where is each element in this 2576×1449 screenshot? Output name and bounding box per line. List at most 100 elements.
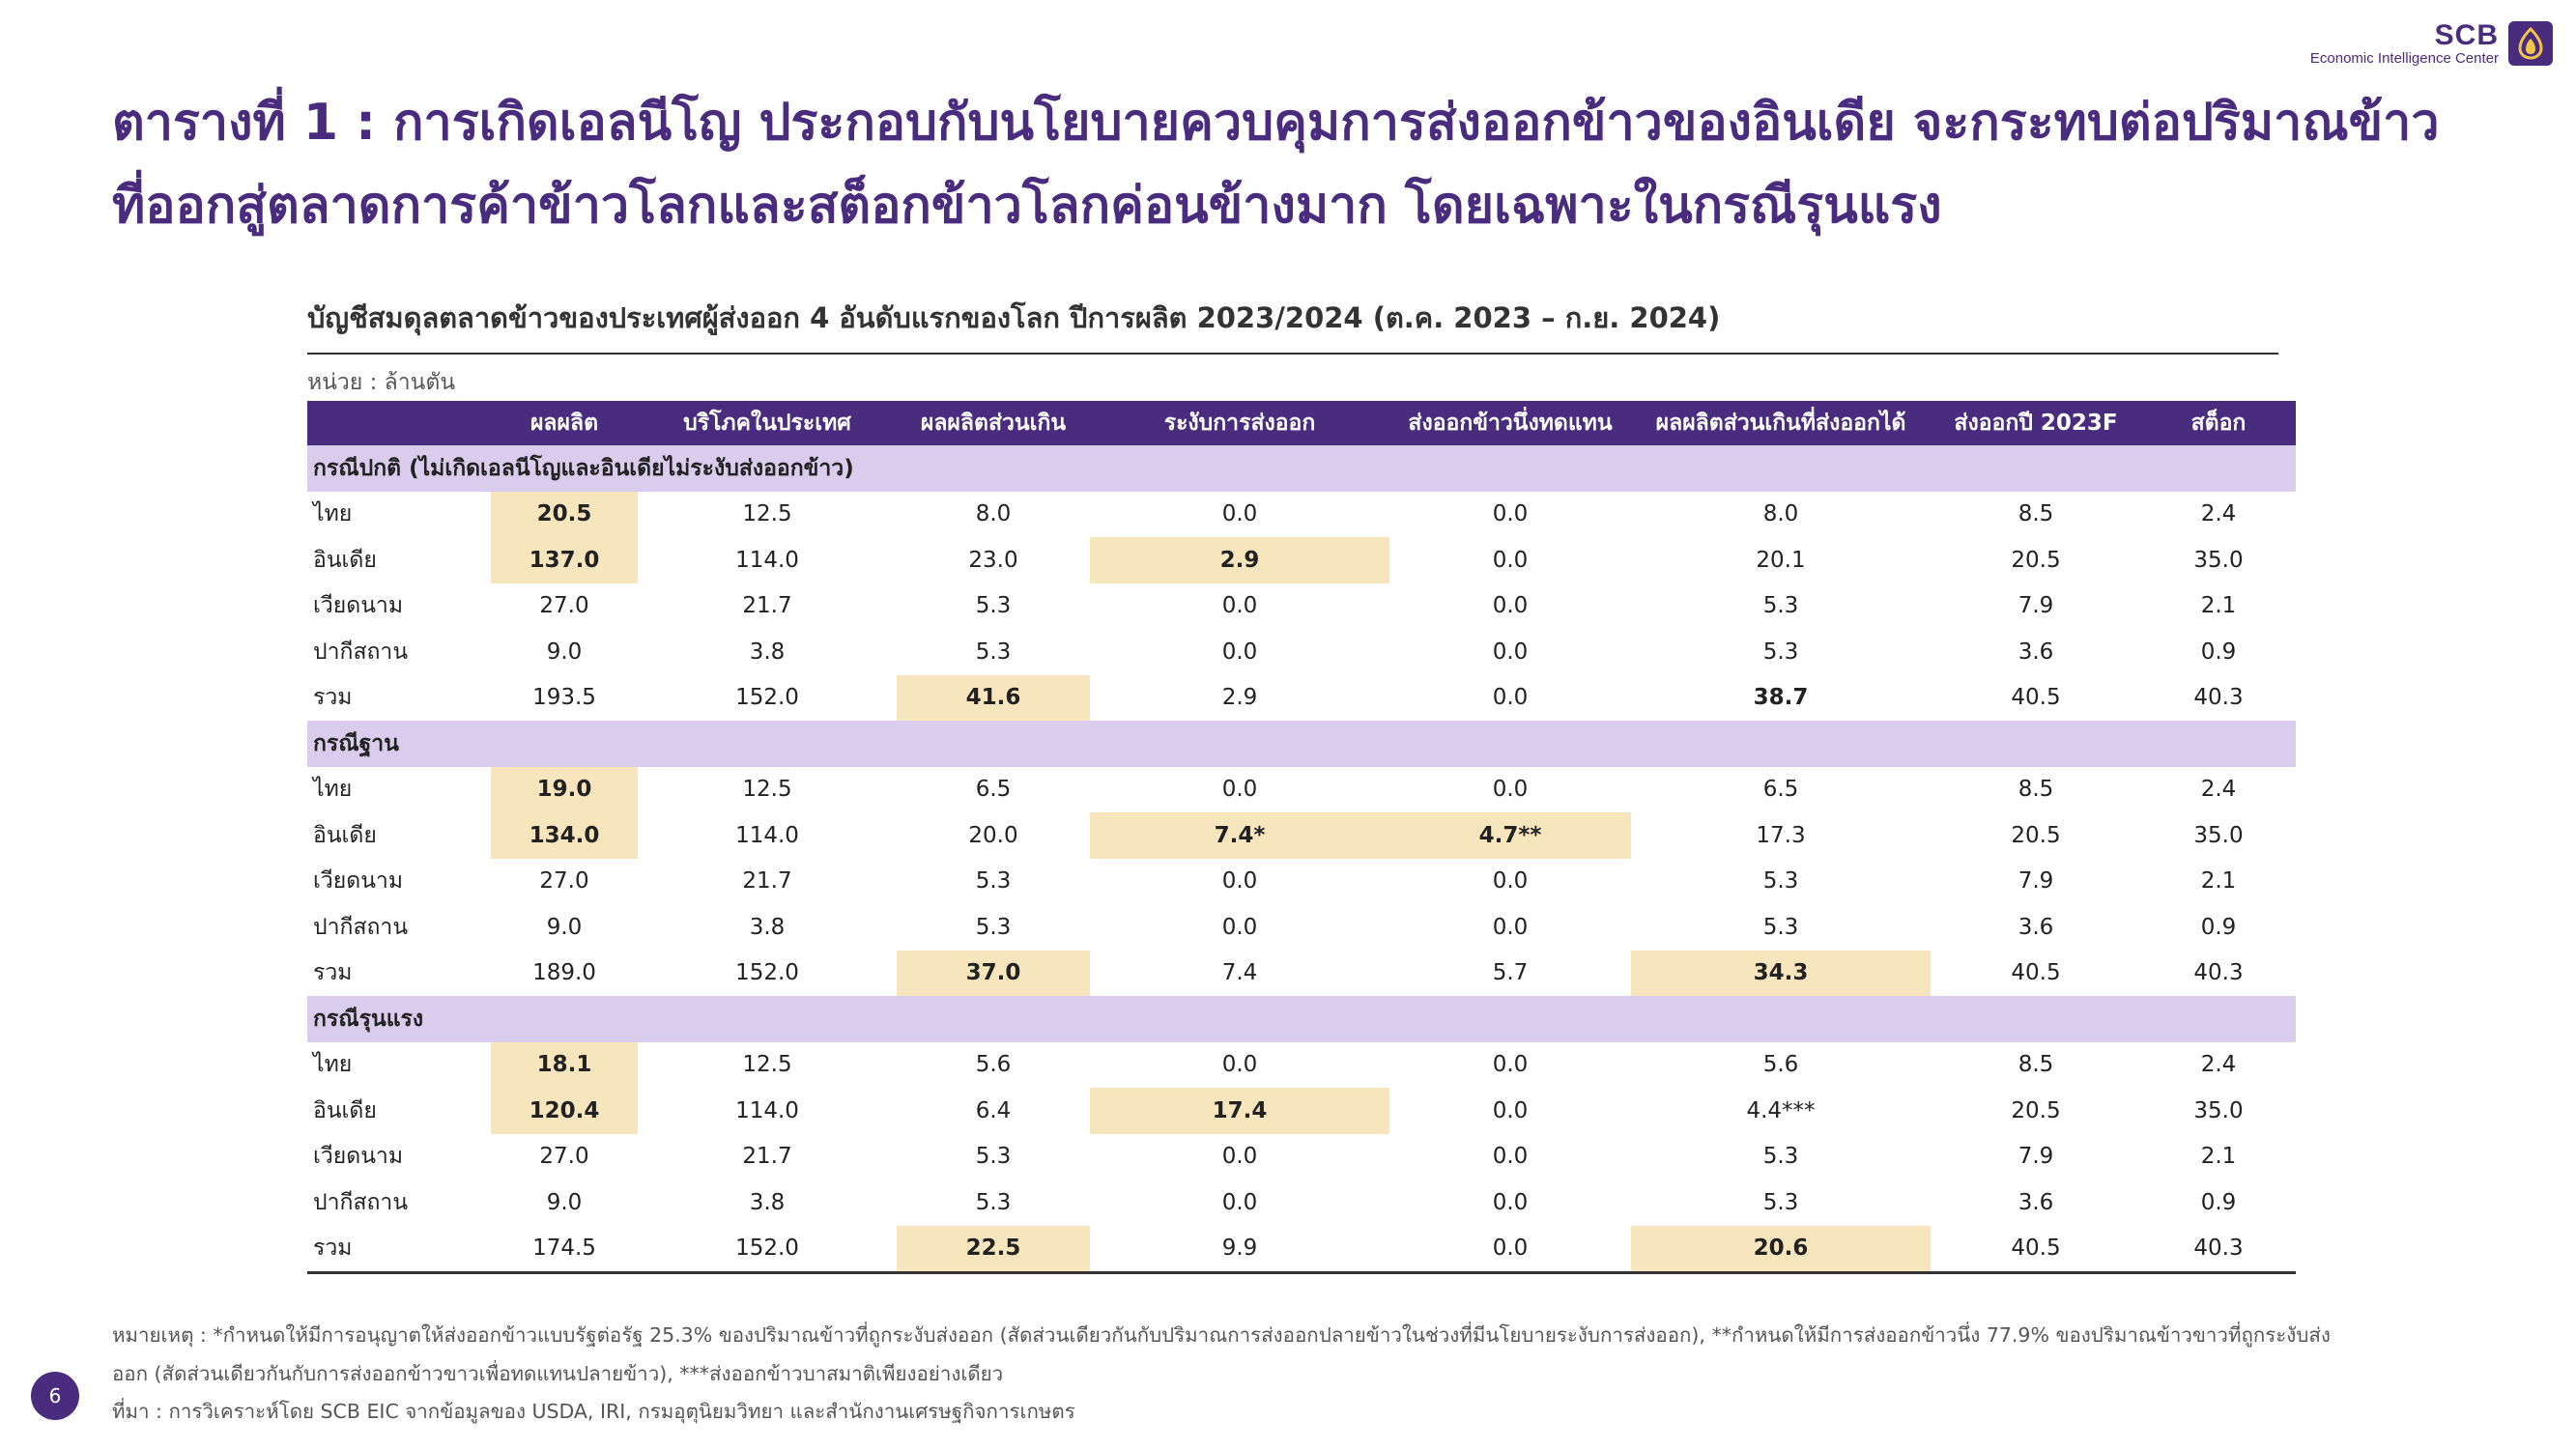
country-cell: เวียดนาม (313, 868, 403, 895)
value-cell: 35.0 (2193, 1097, 2244, 1123)
value-cell: 20.0 (968, 822, 1018, 848)
value-cell: 7.9 (2018, 868, 2054, 895)
rice-balance-table: ผลผลิต บริโภคในประเทศ ผลผลิตส่วนเกิน ระงับก… (307, 401, 2296, 1274)
value-cell: 37.0 (897, 950, 1090, 996)
table-caption: บัญชีสมดุลตลาดข้าวของประเทศผู้ส่งออก 4 อ… (307, 301, 1721, 334)
table-header-row: ผลผลิต บริโภคในประเทศ ผลผลิตส่วนเกิน ระงับก… (307, 401, 2296, 445)
value-cell: 6.5 (975, 777, 1012, 803)
value-cell: 3.6 (2018, 639, 2054, 665)
logo-brand: SCB (2434, 19, 2499, 51)
value-cell: 2.4 (2200, 777, 2237, 803)
country-cell: ไทย (313, 777, 353, 803)
value-cell: 5.3 (975, 1144, 1012, 1170)
table-row: ไทย 18.1 12.5 5.6 0.0 0.0 5.6 8.5 2.4 (307, 1041, 2296, 1088)
value-cell: 23.0 (968, 547, 1018, 573)
value-cell: 27.0 (539, 868, 589, 895)
value-cell: 8.0 (1762, 501, 1799, 527)
value-cell: 8.5 (2018, 777, 2054, 803)
value-cell: 35.0 (2193, 547, 2244, 573)
value-cell: 0.0 (1492, 777, 1529, 803)
country-cell: ปากีสถาน (313, 914, 409, 940)
column-header: ส่งออกปี 2023F (1931, 401, 2141, 445)
value-cell: 0.0 (1492, 914, 1529, 940)
country-cell: อินเดีย (313, 822, 377, 848)
value-cell: 0.0 (1492, 1097, 1529, 1123)
value-cell: 20.5 (491, 491, 638, 537)
value-cell: 0.0 (1492, 547, 1529, 573)
value-cell: 27.0 (539, 1144, 589, 1170)
value-cell: 35.0 (2193, 822, 2244, 848)
value-cell: 0.0 (1492, 501, 1529, 527)
table-row: ปากีสถาน 9.0 3.8 5.3 0.0 0.0 5.3 3.6 0.9 (307, 1179, 2296, 1226)
value-cell: 7.9 (2018, 593, 2054, 619)
value-cell: 152.0 (735, 685, 799, 711)
value-cell: 6.4 (975, 1097, 1012, 1123)
section-title: กรณีรุนแรง (307, 996, 2296, 1042)
value-cell: 9.0 (546, 914, 583, 940)
value-cell: 40.3 (2141, 1225, 2296, 1274)
value-cell: 12.5 (742, 1052, 792, 1078)
value-cell: 5.3 (1762, 639, 1799, 665)
page-title: ตารางที่ 1 : การเกิดเอลนีโญ ประกอบกับนโย… (112, 94, 2440, 235)
table-row: รวม 193.5 152.0 41.6 2.9 0.0 38.7 40.5 40.3 (307, 674, 2296, 721)
value-cell: 193.5 (532, 685, 596, 711)
value-cell: 3.8 (749, 914, 786, 940)
section-row: กรณีฐาน (307, 721, 2296, 767)
value-cell: 21.7 (742, 1144, 792, 1170)
value-cell: 5.3 (975, 1189, 1012, 1215)
value-cell: 3.8 (749, 1189, 786, 1215)
value-cell: 5.3 (1762, 1144, 1799, 1170)
table-row: อินเดีย 120.4 114.0 6.4 17.4 0.0 4.4*** 20.5 35.… (307, 1088, 2296, 1134)
page-number-badge: 6 (31, 1372, 79, 1420)
value-cell: 3.6 (2018, 914, 2054, 940)
value-cell: 2.9 (1221, 685, 1258, 711)
value-cell: 0.0 (1221, 501, 1258, 527)
value-cell: 0.0 (1221, 1144, 1258, 1170)
table-row: ไทย 20.5 12.5 8.0 0.0 0.0 8.0 8.5 2.4 (307, 491, 2296, 537)
value-cell: 5.3 (975, 639, 1012, 665)
table-row: เวียดนาม 27.0 21.7 5.3 0.0 0.0 5.3 7.9 2.1 (307, 583, 2296, 630)
value-cell: 0.0 (1492, 639, 1529, 665)
value-cell: 5.7 (1492, 960, 1529, 986)
column-header: ระงับการส่งออก (1090, 401, 1389, 445)
value-cell: 7.4* (1090, 812, 1389, 859)
table-row: ปากีสถาน 9.0 3.8 5.3 0.0 0.0 5.3 3.6 0.9 (307, 904, 2296, 951)
country-cell: รวม (307, 1225, 491, 1274)
table-row: ปากีสถาน 9.0 3.8 5.3 0.0 0.0 5.3 3.6 0.9 (307, 629, 2296, 675)
value-cell: 0.0 (1221, 639, 1258, 665)
value-cell: 9.0 (546, 639, 583, 665)
value-cell: 40.3 (2193, 685, 2244, 711)
value-cell: 21.7 (742, 593, 792, 619)
value-cell: 137.0 (491, 537, 638, 583)
value-cell: 20.5 (2011, 547, 2061, 573)
value-cell: 5.3 (1762, 593, 1799, 619)
value-cell: 20.5 (2011, 1097, 2061, 1123)
country-cell: อินเดีย (313, 547, 377, 573)
value-cell: 0.9 (2200, 639, 2237, 665)
country-cell: เวียดนาม (313, 1144, 403, 1170)
value-cell: 174.5 (491, 1225, 638, 1274)
scb-eic-logo: SCB Economic Intelligence Center (2310, 21, 2553, 68)
value-cell: 114.0 (735, 547, 799, 573)
value-cell: 4.4*** (1746, 1097, 1816, 1123)
value-cell: 0.9 (2200, 914, 2237, 940)
value-cell: 120.4 (491, 1088, 638, 1134)
column-header (307, 401, 491, 445)
value-cell: 7.4 (1221, 960, 1258, 986)
value-cell: 114.0 (735, 1097, 799, 1123)
value-cell: 19.0 (491, 766, 638, 812)
value-cell: 2.4 (2200, 501, 2237, 527)
column-header: บริโภคในประเทศ (638, 401, 897, 445)
value-cell: 189.0 (532, 960, 596, 986)
value-cell: 5.3 (975, 914, 1012, 940)
value-cell: 2.9 (1090, 537, 1389, 583)
table-row: อินเดีย 134.0 114.0 20.0 7.4* 4.7** 17.3 20.5 35… (307, 812, 2296, 859)
value-cell: 2.1 (2200, 868, 2237, 895)
value-cell: 3.6 (2018, 1189, 2054, 1215)
country-cell: รวม (313, 960, 353, 986)
value-cell: 9.0 (546, 1189, 583, 1215)
value-cell: 8.5 (2018, 1052, 2054, 1078)
value-cell: 27.0 (539, 593, 589, 619)
value-cell: 0.0 (1492, 1052, 1529, 1078)
value-cell: 0.0 (1492, 1189, 1529, 1215)
